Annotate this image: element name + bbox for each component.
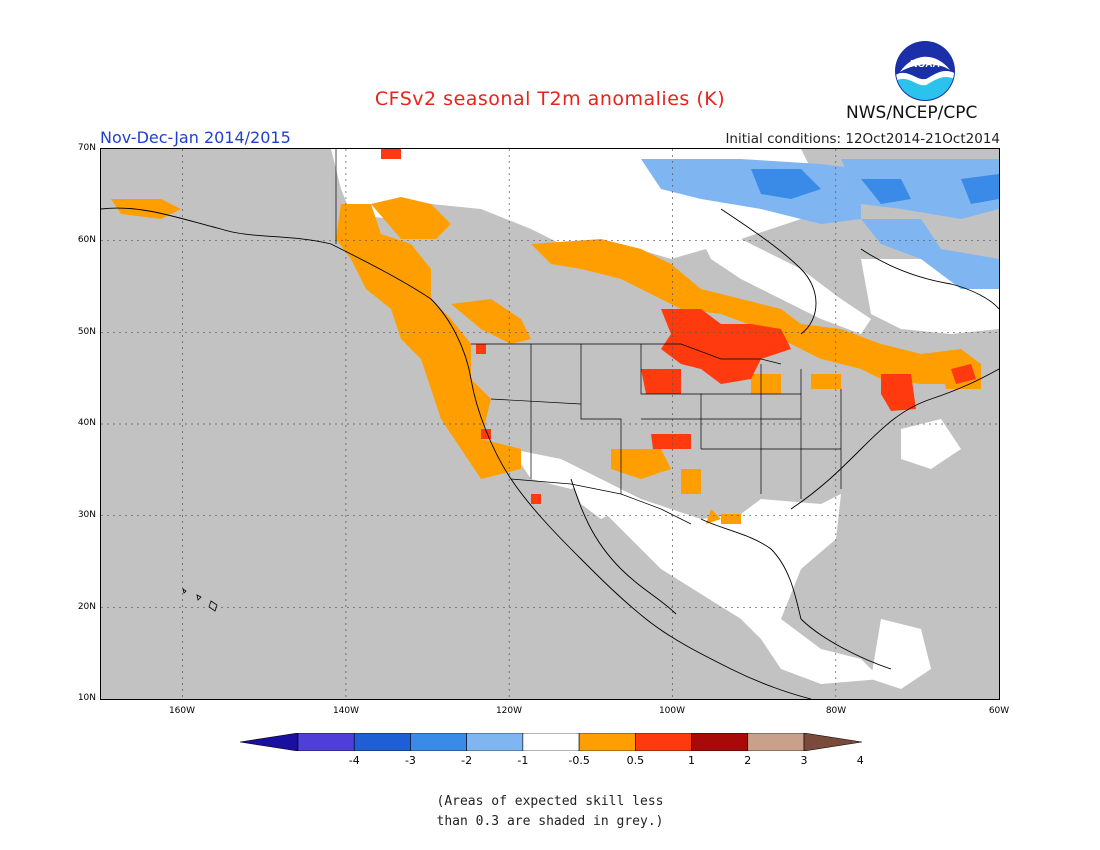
map-title: CFSv2 seasonal T2m anomalies (K) [374,88,726,110]
colorbar-swatch [635,733,692,751]
colorbar-swatch [522,733,580,751]
colorbar-swatch [578,733,636,751]
colorbar-swatch [691,733,749,751]
colorbar-max-arrow [803,733,862,751]
lon-label: 100W [658,706,686,716]
lon-label: 80W [825,706,847,716]
lat-label: 30N [77,510,96,520]
lon-label: 140W [332,706,360,716]
graticule [101,149,999,699]
skill-note-line-2: than 0.3 are shaded in grey.) [436,814,664,829]
lat-label: 10N [77,693,96,703]
colorbar-min-arrow [240,733,299,751]
colorbar-tick-label: -4 [348,754,360,767]
colorbar-tick-label: -2 [461,754,473,767]
skill-note: (Areas of expected skill less than 0.3 a… [0,792,1100,832]
colorbar-tick-label: 1 [688,754,696,767]
noaa-logo: NOAA [895,41,955,101]
warm-anomaly-red [381,149,976,504]
colorbar-tick-label: 0.5 [626,754,645,767]
lat-label: 50N [77,327,96,337]
colorbar-tick-label: -0.5 [568,754,590,767]
colorbar-tick-label: 3 [800,754,808,767]
colorbar-tick-label: -3 [404,754,416,767]
lon-label: 60W [988,706,1010,716]
colorbar-tick-label: 2 [744,754,752,767]
lat-label: 20N [77,602,96,612]
neutral-white-areas [331,149,999,689]
initial-conditions: Initial conditions: 12Oct2014-21Oct2014 [725,131,1000,147]
coastlines [101,207,999,699]
political-borders [335,149,842,525]
colorbar-swatch [353,733,411,751]
anomaly-map [101,149,999,699]
colorbar-swatch [747,733,805,751]
agency-label: NWS/NCEP/CPC [846,103,978,123]
colorbar-tick-label: 4 [856,754,864,767]
lat-label: 70N [77,143,96,153]
lon-label: 160W [168,706,196,716]
colorbar-swatch [410,733,467,751]
noaa-logo-text: NOAA [910,59,939,70]
hawaii-islands [182,588,218,612]
skill-note-line-1: (Areas of expected skill less [436,794,664,809]
cold-anomaly-blue [641,159,999,289]
lat-label: 60N [77,235,96,245]
colorbar-swatch [297,733,355,751]
colorbar [240,733,862,751]
colorbar-swatch [466,733,524,751]
lon-label: 120W [495,706,523,716]
no-skill-background [101,149,999,699]
colorbar-tick-label: -1 [517,754,529,767]
forecast-period: Nov-Dec-Jan 2014/2015 [100,128,291,147]
lat-label: 40N [77,418,96,428]
